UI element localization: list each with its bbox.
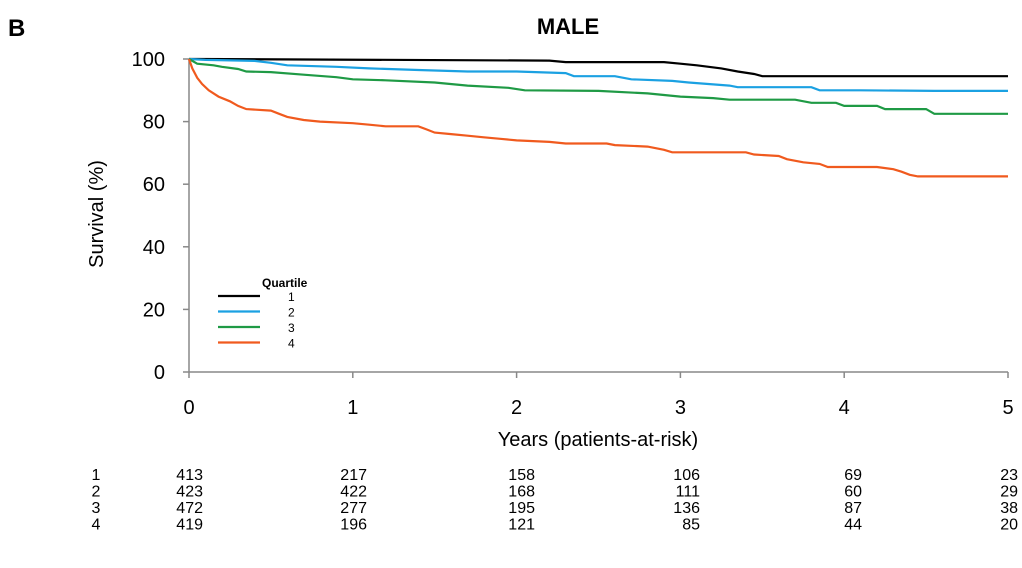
x-tick-label: 1: [347, 397, 358, 419]
risk-cell: 413: [176, 467, 203, 484]
chart-title: MALE: [537, 14, 599, 39]
risk-cell: 423: [176, 484, 203, 501]
risk-cell: 168: [508, 484, 535, 501]
series-line-quartile-4: [187, 58, 1008, 178]
y-tick-label: 100: [132, 49, 165, 71]
risk-cell: 419: [176, 517, 203, 534]
y-axis-label: Survival (%): [86, 160, 108, 268]
y-tick-label: 80: [143, 112, 165, 134]
risk-cell: 277: [340, 500, 367, 517]
series-line-quartile-2: [188, 57, 1008, 92]
risk-table: 1 413 217 158 106 69 23 2 423 422 168 111 60 29 3 472 27…: [92, 467, 1019, 534]
x-tick-label: 3: [675, 397, 686, 419]
risk-cell: 217: [340, 467, 367, 484]
risk-cell: 85: [682, 517, 700, 534]
risk-cell: 158: [508, 467, 535, 484]
risk-cell: 87: [844, 500, 862, 517]
x-tick-label: 2: [511, 397, 522, 419]
risk-cell: 20: [1000, 517, 1018, 534]
risk-cell: 121: [508, 517, 535, 534]
legend-label-2: 2: [288, 306, 295, 320]
y-tick-label: 0: [154, 362, 165, 384]
panel-label: B: [8, 15, 25, 42]
legend-label-1: 1: [288, 290, 295, 304]
risk-cell: 472: [176, 500, 203, 517]
legend: Quartile 1 23 4: [218, 276, 308, 351]
risk-cell: 60: [844, 484, 862, 501]
risk-cell: 38: [1000, 500, 1018, 517]
x-tick-label: 4: [839, 397, 850, 419]
risk-cell: 196: [340, 517, 367, 534]
y-tick-label: 20: [143, 299, 165, 321]
risk-row-label: 3: [92, 500, 101, 517]
risk-row-label: 2: [92, 484, 101, 501]
risk-cell: 136: [673, 500, 700, 517]
series-lines: [187, 57, 1008, 178]
series-line-quartile-1: [189, 57, 1008, 78]
legend-label-4: 4: [288, 337, 295, 351]
risk-cell: 111: [676, 484, 700, 501]
x-axis-label: Years (patients-at-risk): [498, 429, 698, 451]
risk-cell: 29: [1000, 484, 1018, 501]
risk-cell: 44: [844, 517, 862, 534]
x-tick-label: 0: [183, 397, 194, 419]
risk-cell: 69: [844, 467, 862, 484]
risk-row-label: 1: [92, 467, 101, 484]
risk-cell: 23: [1000, 467, 1018, 484]
legend-label-3: 3: [288, 321, 295, 335]
y-tick-label: 60: [143, 174, 165, 196]
risk-row-label: 4: [92, 517, 101, 534]
risk-cell: 106: [673, 467, 700, 484]
series-line-quartile-3: [188, 58, 1008, 115]
x-tick-label: 5: [1002, 397, 1013, 419]
y-tick-label: 40: [143, 237, 165, 259]
risk-cell: 195: [508, 500, 535, 517]
risk-cell: 422: [340, 484, 367, 501]
legend-title: Quartile: [262, 276, 308, 290]
